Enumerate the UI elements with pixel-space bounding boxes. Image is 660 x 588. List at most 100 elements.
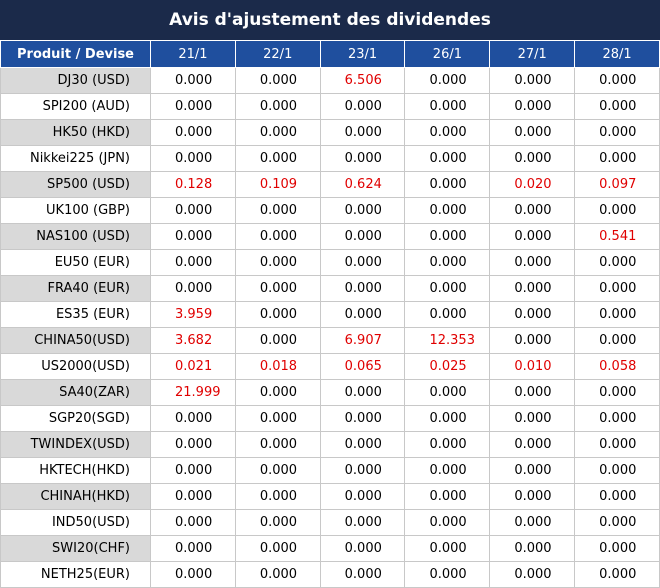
column-header: Produit / Devise	[0, 40, 151, 68]
value-cell: 0.000	[574, 275, 660, 302]
value-cell: 0.000	[319, 197, 406, 224]
value-cell: 0.000	[489, 431, 576, 458]
value-cell: 0.000	[234, 405, 321, 432]
column-header: 26/1	[404, 40, 491, 68]
value-cell: 0.000	[150, 197, 236, 224]
value-cell: 0.000	[234, 457, 321, 484]
value-cell: 0.000	[319, 275, 406, 302]
table-row: TWINDEX(USD) 0.000 0.000 0.000 0.000 0.000 0.0…	[0, 431, 660, 458]
value-cell: 0.000	[150, 119, 236, 146]
value-cell: 0.000	[234, 249, 321, 276]
value-cell: 0.000	[234, 483, 321, 510]
value-cell: 0.000	[574, 457, 660, 484]
value-cell: 0.000	[404, 171, 491, 198]
value-cell: 0.000	[150, 67, 236, 94]
value-cell: 0.000	[574, 249, 660, 276]
value-cell: 0.000	[404, 275, 491, 302]
product-cell: CHINA50(USD)	[0, 327, 151, 354]
value-cell: 0.000	[150, 405, 236, 432]
value-cell: 0.000	[319, 119, 406, 146]
value-cell: 0.000	[150, 535, 236, 562]
value-cell: 0.000	[319, 405, 406, 432]
product-cell: NAS100 (USD)	[0, 223, 151, 250]
product-cell: EU50 (EUR)	[0, 249, 151, 276]
value-cell: 0.000	[404, 483, 491, 510]
value-cell: 0.000	[234, 327, 321, 354]
value-cell: 0.000	[404, 223, 491, 250]
table-row: HKTECH(HKD) 0.000 0.000 0.000 0.000 0.000 0.00…	[0, 457, 660, 484]
value-cell: 0.000	[489, 197, 576, 224]
product-cell: SWI20(CHF)	[0, 535, 151, 562]
product-cell: ES35 (EUR)	[0, 301, 151, 328]
value-cell: 0.000	[489, 275, 576, 302]
title: Avis d'ajustement des dividendes	[0, 0, 660, 40]
value-cell: 0.000	[574, 67, 660, 94]
value-cell: 0.000	[234, 223, 321, 250]
value-cell: 0.000	[234, 379, 321, 406]
table-row: SA40(ZAR) 21.999 0.000 0.000 0.000 0.000 0.000	[0, 379, 660, 406]
value-cell: 0.000	[234, 535, 321, 562]
product-cell: UK100 (GBP)	[0, 197, 151, 224]
value-cell: 0.624	[319, 171, 406, 198]
value-cell: 0.000	[150, 223, 236, 250]
value-cell: 0.000	[489, 535, 576, 562]
value-cell: 0.000	[489, 93, 576, 120]
product-cell: SA40(ZAR)	[0, 379, 151, 406]
value-cell: 0.000	[150, 431, 236, 458]
table-row: EU50 (EUR) 0.000 0.000 0.000 0.000 0.000 0.000	[0, 249, 660, 276]
value-cell: 0.000	[489, 483, 576, 510]
column-header: 22/1	[234, 40, 321, 68]
value-cell: 0.000	[574, 197, 660, 224]
value-cell: 0.000	[150, 145, 236, 172]
value-cell: 0.000	[150, 249, 236, 276]
table-row: IND50(USD) 0.000 0.000 0.000 0.000 0.000 0.000	[0, 509, 660, 536]
value-cell: 0.000	[489, 301, 576, 328]
table-row: NETH25(EUR) 0.000 0.000 0.000 0.000 0.000 0.00…	[0, 561, 660, 588]
value-cell: 0.000	[574, 327, 660, 354]
table-row: CHINAH(HKD) 0.000 0.000 0.000 0.000 0.000 0.00…	[0, 483, 660, 510]
value-cell: 0.000	[404, 457, 491, 484]
value-cell: 0.000	[574, 405, 660, 432]
table-row: SWI20(CHF) 0.000 0.000 0.000 0.000 0.000 0.000	[0, 535, 660, 562]
table-row: US2000(USD) 0.021 0.018 0.065 0.025 0.010 0.05…	[0, 353, 660, 380]
value-cell: 0.541	[574, 223, 660, 250]
product-cell: SP500 (USD)	[0, 171, 151, 198]
value-cell: 0.000	[404, 431, 491, 458]
value-cell: 0.000	[574, 535, 660, 562]
value-cell: 0.128	[150, 171, 236, 198]
table-row: FRA40 (EUR) 0.000 0.000 0.000 0.000 0.000 0.00…	[0, 275, 660, 302]
value-cell: 0.000	[574, 301, 660, 328]
product-cell: HK50 (HKD)	[0, 119, 151, 146]
column-header: 21/1	[150, 40, 236, 68]
product-cell: FRA40 (EUR)	[0, 275, 151, 302]
value-cell: 0.000	[489, 223, 576, 250]
value-cell: 0.000	[489, 119, 576, 146]
value-cell: 0.000	[404, 509, 491, 536]
value-cell: 0.000	[234, 561, 321, 588]
value-cell: 0.000	[574, 561, 660, 588]
value-cell: 0.000	[234, 301, 321, 328]
column-header: 28/1	[574, 40, 660, 68]
value-cell: 6.907	[319, 327, 406, 354]
value-cell: 0.000	[234, 93, 321, 120]
value-cell: 0.020	[489, 171, 576, 198]
value-cell: 0.000	[319, 535, 406, 562]
value-cell: 0.065	[319, 353, 406, 380]
value-cell: 0.000	[319, 431, 406, 458]
value-cell: 0.000	[319, 301, 406, 328]
value-cell: 0.000	[234, 275, 321, 302]
value-cell: 0.000	[489, 457, 576, 484]
value-cell: 0.000	[319, 379, 406, 406]
value-cell: 12.353	[404, 327, 491, 354]
value-cell: 0.000	[574, 379, 660, 406]
product-cell: NETH25(EUR)	[0, 561, 151, 588]
value-cell: 0.000	[234, 119, 321, 146]
value-cell: 0.000	[404, 93, 491, 120]
value-cell: 0.000	[319, 93, 406, 120]
product-cell: SPI200 (AUD)	[0, 93, 151, 120]
value-cell: 0.021	[150, 353, 236, 380]
value-cell: 0.000	[404, 561, 491, 588]
value-cell: 21.999	[150, 379, 236, 406]
table-row: DJ30 (USD) 0.000 0.000 6.506 0.000 0.000 0.000	[0, 67, 660, 94]
value-cell: 0.000	[574, 119, 660, 146]
